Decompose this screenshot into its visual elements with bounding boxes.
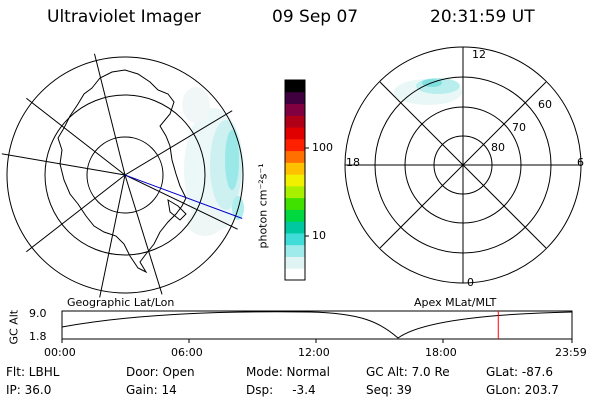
altitude-plot xyxy=(61,310,573,343)
colorbar-band xyxy=(285,244,305,257)
colorbar-band xyxy=(285,197,305,210)
instrument-title: Ultraviolet Imager xyxy=(47,7,201,27)
mlt-6-label: 6 xyxy=(577,156,584,169)
colorbar-band xyxy=(285,150,305,163)
colorbar-unit-label: photon cm⁻²s⁻¹ xyxy=(256,163,270,249)
colorbar-band xyxy=(285,127,305,140)
mlat-60-label: 60 xyxy=(538,98,552,111)
mlt-0-label: 0 xyxy=(467,276,474,289)
door-status: Door: Open xyxy=(126,365,195,379)
colorbar-band xyxy=(285,209,305,222)
ip-status: IP: 36.0 xyxy=(6,383,52,397)
auroral-emission-apex xyxy=(394,78,462,105)
mode-status: Mode: Normal xyxy=(246,365,330,379)
geographic-map xyxy=(0,50,250,300)
mlat-80-label: 80 xyxy=(491,141,505,154)
gain-status: Gain: 14 xyxy=(126,383,177,397)
xtick-2359: 23:59 xyxy=(555,346,587,359)
apex-map xyxy=(344,46,582,284)
filter-status: Flt: LBHL xyxy=(6,365,60,379)
geographic-panel-label: Geographic Lat/Lon xyxy=(67,296,175,309)
colorbar-tick-10: 10 xyxy=(312,229,326,242)
seq-status: Seq: 39 xyxy=(366,383,412,397)
xtick-1200: 12:00 xyxy=(298,346,330,359)
time-label: 20:31:59 UT xyxy=(430,7,535,27)
colorbar-band xyxy=(285,232,305,246)
xtick-1800: 18:00 xyxy=(425,346,457,359)
altitude-ylabel: GC Alt xyxy=(7,309,21,345)
xtick-0600: 06:00 xyxy=(171,346,203,359)
glat-status: GLat: -87.6 xyxy=(486,365,553,379)
mlt-12-label: 12 xyxy=(472,48,486,61)
dsp-status: Dsp: -3.4 xyxy=(246,383,316,397)
glon-status: GLon: 203.7 xyxy=(486,383,559,397)
altitude-curve xyxy=(61,311,573,339)
colorbar-band xyxy=(285,221,305,234)
colorbar-band xyxy=(285,162,305,175)
colorbar-band xyxy=(285,91,305,105)
colorbar-band xyxy=(285,80,305,93)
date-label: 09 Sep 07 xyxy=(272,7,359,27)
gc-alt-status: GC Alt: 7.0 Re xyxy=(366,365,450,379)
apex-panel-label: Apex MLat/MLT xyxy=(414,296,497,309)
colorbar-band xyxy=(285,185,305,199)
colorbar-band xyxy=(285,138,305,152)
mlt-18-label: 18 xyxy=(346,156,360,169)
colorbar-band xyxy=(285,115,305,128)
colorbar-tick-100: 100 xyxy=(312,141,333,154)
colorbar-band xyxy=(285,103,305,116)
coastline xyxy=(57,69,187,274)
colorbar xyxy=(285,80,305,281)
mlat-70-label: 70 xyxy=(512,121,526,134)
colorbar-band xyxy=(285,174,305,187)
colorbar-band xyxy=(285,256,305,269)
altitude-ytick-1-8: 1.8 xyxy=(29,330,47,343)
colorbar-band xyxy=(285,268,305,281)
altitude-ytick-9: 9.0 xyxy=(29,307,47,320)
xtick-0000: 00:00 xyxy=(44,346,76,359)
auroral-emission-geo xyxy=(182,87,244,236)
